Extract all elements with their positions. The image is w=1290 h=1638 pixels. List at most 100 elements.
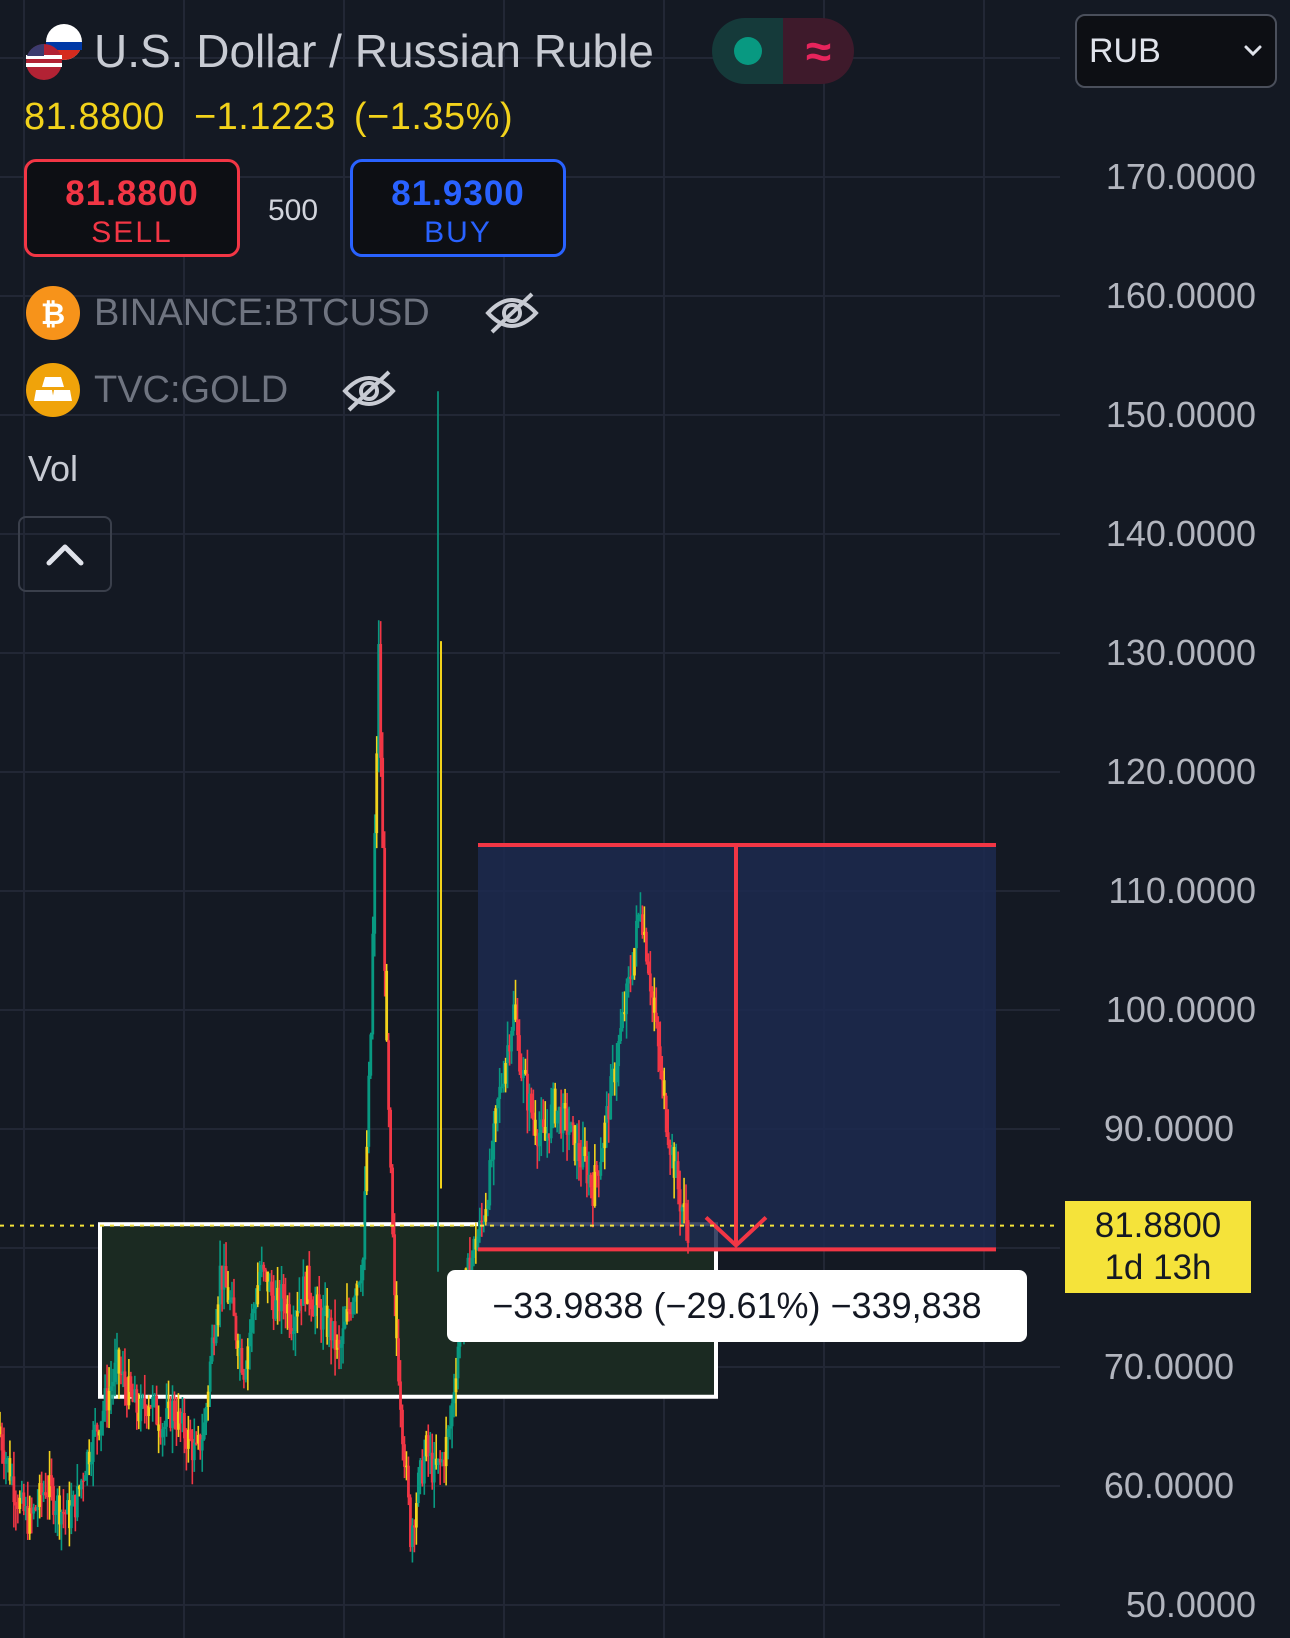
candle-body (147, 1405, 151, 1417)
candle-body (153, 1395, 157, 1398)
last-price-tag: 81.8800 1d 13h (1065, 1201, 1251, 1293)
candle-body (299, 1299, 303, 1306)
candle-body (296, 1310, 299, 1317)
candle-body (64, 1512, 67, 1515)
candle-body (508, 1045, 511, 1052)
candle-body (121, 1371, 125, 1374)
candle-body (186, 1429, 190, 1449)
candle-body (520, 1071, 523, 1079)
market-status-pill[interactable]: ≈ (712, 18, 854, 84)
candle-body (664, 1095, 668, 1133)
overlay-gold[interactable]: TVC:GOLD (26, 362, 288, 418)
candle-body (171, 1400, 174, 1428)
candle-body (218, 1265, 222, 1305)
candle-body (119, 1373, 123, 1376)
order-quantity[interactable]: 500 (268, 194, 319, 227)
candle-body (34, 1507, 38, 1511)
candle-body (440, 1459, 444, 1463)
candle-body (660, 1070, 664, 1081)
candle-body (524, 1069, 527, 1074)
candle-body (198, 1434, 202, 1451)
candle-body (563, 1102, 567, 1109)
candle-body (444, 1436, 448, 1467)
candle-body (367, 1075, 371, 1147)
candle-body (621, 1012, 624, 1029)
candle-body (512, 1004, 515, 1031)
candle-body (66, 1500, 69, 1514)
candle-body (339, 1343, 343, 1348)
candle-body (317, 1294, 321, 1308)
candle-body (522, 1069, 525, 1079)
candle-body (567, 1131, 571, 1135)
candle-body (42, 1492, 46, 1496)
candle-body (294, 1316, 297, 1332)
candle-body (502, 1083, 506, 1087)
candle-body (214, 1325, 218, 1344)
candle-body (434, 1458, 438, 1465)
volume-label[interactable]: Vol (28, 448, 79, 489)
candle-body (14, 1502, 18, 1506)
candle-body (446, 1428, 450, 1437)
candle-body (115, 1349, 119, 1363)
candle-body (303, 1276, 307, 1304)
candle-body (500, 1086, 504, 1089)
candle-body (399, 1381, 402, 1410)
candle-body (579, 1161, 583, 1168)
delayed-data-icon: ≈ (783, 18, 854, 84)
candle-body (69, 1505, 73, 1529)
candle-body (258, 1271, 262, 1286)
candle-body (28, 1507, 32, 1534)
candle-body (506, 1045, 509, 1063)
candle-body (553, 1088, 557, 1124)
overlay-btcusd[interactable]: ₿ BINANCE:BTCUSD (26, 285, 430, 341)
candle-body (494, 1108, 498, 1124)
candle-body (290, 1328, 293, 1335)
candle-body (133, 1389, 137, 1402)
candle-body (639, 914, 642, 916)
eye-hidden-icon[interactable] (484, 290, 540, 341)
candle-body (577, 1143, 581, 1162)
candle-body (230, 1297, 234, 1300)
candle-body (260, 1264, 264, 1272)
currency-select[interactable]: RUB (1075, 14, 1277, 88)
candle-body (254, 1304, 258, 1309)
candle-body (407, 1465, 410, 1498)
candle-body (633, 948, 636, 976)
candle-body (559, 1107, 563, 1134)
candle-body (583, 1146, 587, 1157)
candle-body (488, 1160, 492, 1206)
candle-body (262, 1264, 266, 1270)
candle-body (518, 1035, 521, 1072)
measure-tool[interactable] (478, 843, 996, 1252)
candle-body (117, 1349, 121, 1374)
candle-body (432, 1458, 436, 1483)
candle-body (204, 1407, 208, 1423)
collapse-legend-button[interactable] (18, 516, 112, 592)
candle-body (650, 991, 654, 998)
candle-body (99, 1421, 103, 1436)
candle-body (490, 1159, 494, 1162)
candle-body (111, 1381, 115, 1387)
candle-body (282, 1284, 285, 1299)
candle-body (656, 1022, 660, 1047)
candle-body (615, 1066, 619, 1083)
candle-body (52, 1486, 55, 1515)
candle-body (474, 1238, 478, 1250)
candle-body (268, 1281, 272, 1292)
eye-hidden-icon[interactable] (341, 368, 397, 419)
candle-body (416, 1472, 420, 1504)
candle-body (539, 1119, 543, 1133)
candle-body (165, 1408, 168, 1427)
candle-body (208, 1361, 212, 1392)
symbol-title[interactable]: U.S. Dollar / Russian Ruble (94, 25, 654, 77)
candle-body (129, 1376, 133, 1392)
sell-button[interactable]: 81.8800 SELL (24, 159, 240, 257)
bitcoin-icon: ₿ (26, 286, 80, 340)
axis-tick-label: 150.0000 (1105, 394, 1256, 435)
buy-button[interactable]: 81.9300 BUY (350, 159, 566, 257)
candle-body (131, 1391, 135, 1402)
axis-tick-label: 120.0000 (1105, 751, 1256, 792)
price-summary: 81.8800 −1.1223 (−1.35%) (24, 96, 531, 139)
candle-body (77, 1486, 81, 1490)
candle-body (627, 976, 630, 984)
